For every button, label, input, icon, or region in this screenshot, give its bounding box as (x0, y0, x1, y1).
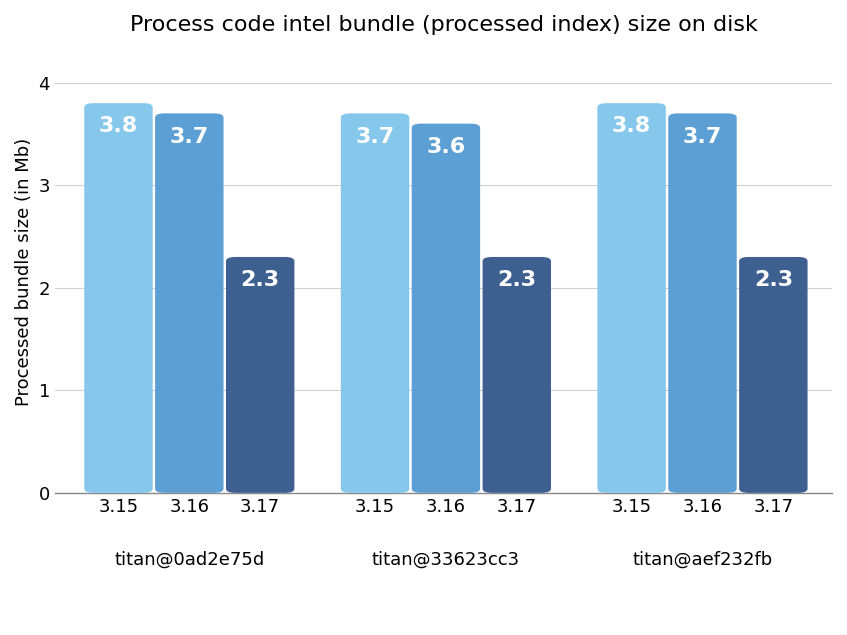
Text: 2.3: 2.3 (241, 271, 280, 290)
Y-axis label: Processed bundle size (in Mb): Processed bundle size (in Mb) (15, 138, 33, 406)
Text: 2.3: 2.3 (497, 271, 536, 290)
FancyBboxPatch shape (84, 103, 152, 493)
FancyBboxPatch shape (155, 114, 224, 493)
Text: 2.3: 2.3 (754, 271, 793, 290)
FancyBboxPatch shape (226, 257, 295, 493)
Title: Process code intel bundle (processed index) size on disk: Process code intel bundle (processed ind… (130, 15, 757, 35)
FancyBboxPatch shape (739, 257, 807, 493)
Text: 3.7: 3.7 (169, 127, 209, 147)
Text: titan@33623cc3: titan@33623cc3 (372, 551, 520, 569)
Text: 3.7: 3.7 (356, 127, 395, 147)
FancyBboxPatch shape (340, 114, 409, 493)
FancyBboxPatch shape (668, 114, 737, 493)
Text: 3.7: 3.7 (683, 127, 722, 147)
FancyBboxPatch shape (597, 103, 666, 493)
Text: 3.6: 3.6 (426, 137, 466, 157)
Text: titan@aef232fb: titan@aef232fb (633, 551, 772, 569)
Text: titan@0ad2e75d: titan@0ad2e75d (114, 551, 264, 569)
Text: 3.8: 3.8 (99, 116, 138, 137)
FancyBboxPatch shape (412, 124, 480, 493)
Text: 3.8: 3.8 (612, 116, 651, 137)
FancyBboxPatch shape (483, 257, 551, 493)
